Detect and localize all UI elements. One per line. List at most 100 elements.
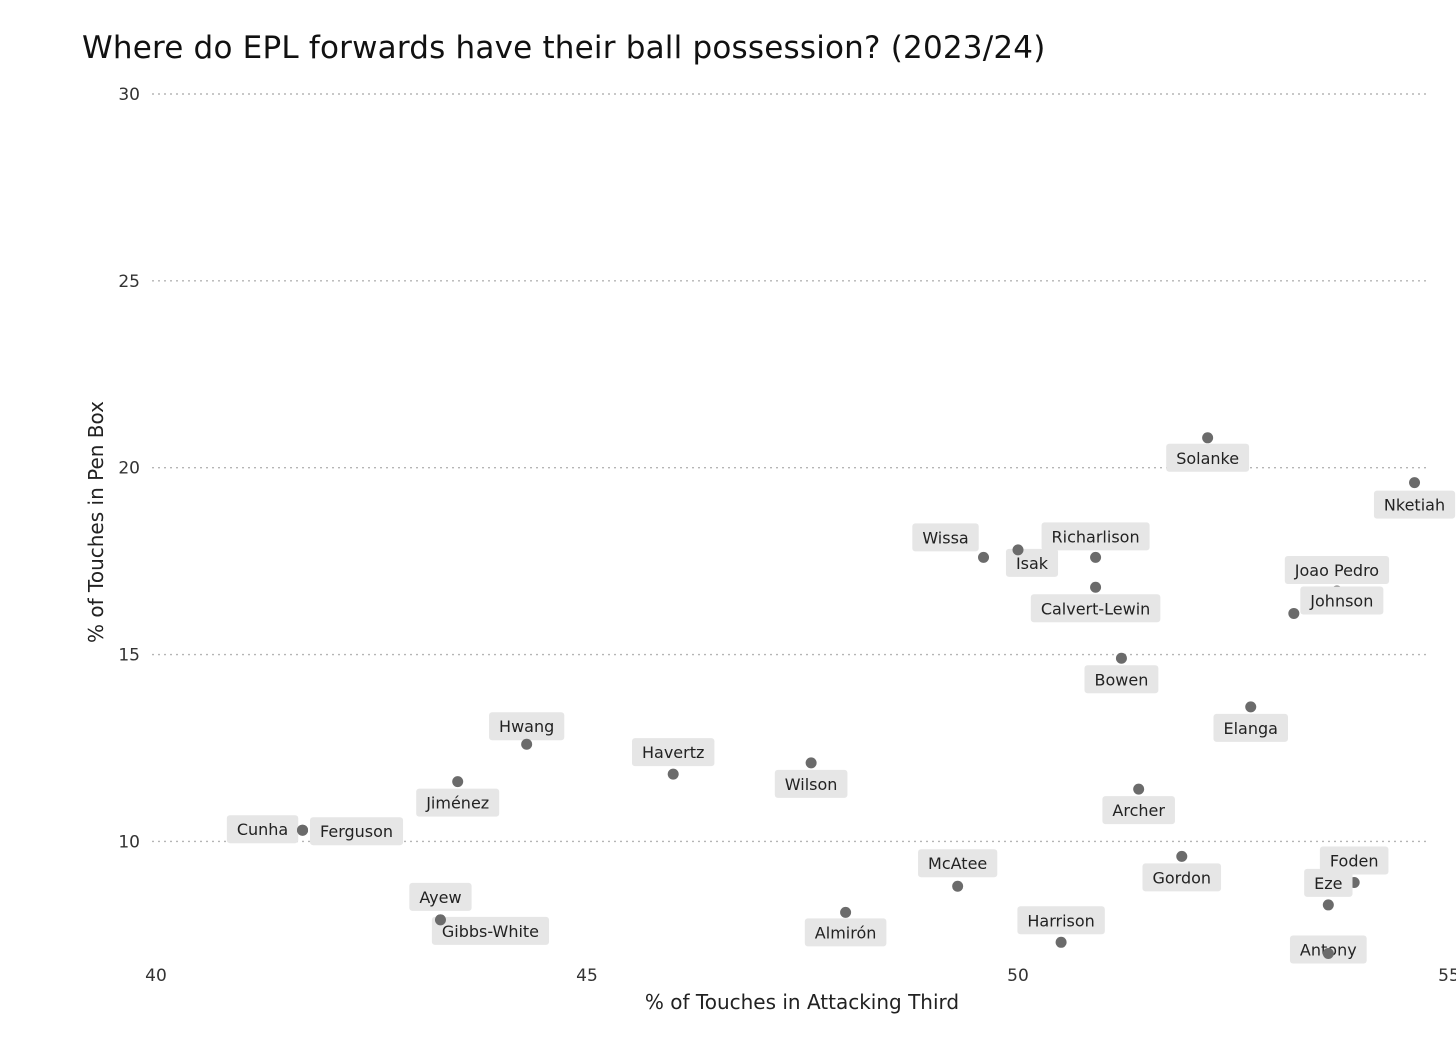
- y-tick-label: 15: [118, 646, 140, 666]
- point-label: Nketiah: [1384, 496, 1445, 515]
- point-label-bg: [1017, 906, 1105, 935]
- point-almiron: Almirón: [804, 906, 887, 947]
- point-label: Ayew: [419, 888, 461, 907]
- point-wilson: Wilson: [774, 757, 848, 798]
- point-marker: [1012, 544, 1024, 556]
- point-hwang: Hwang: [489, 712, 565, 750]
- point-marker: [1176, 850, 1188, 862]
- point-label-bg: [1005, 548, 1059, 577]
- point-label: Hwang: [499, 717, 554, 736]
- point-harrison: Harrison: [1017, 906, 1105, 948]
- point-marker: [452, 776, 464, 788]
- point-label: Eze: [1314, 874, 1342, 893]
- point-mcatee: McAtee: [918, 849, 998, 892]
- y-axis-ticks: 10 15 20 25 30: [118, 85, 140, 852]
- point-antony: Antony: [1289, 935, 1367, 964]
- chart-title: Where do EPL forwards have their ball po…: [82, 30, 1046, 66]
- point-label-bg: [1030, 594, 1161, 623]
- x-axis-label: % of Touches in Attacking Third: [645, 990, 959, 1014]
- point-label: Isak: [1016, 554, 1049, 573]
- point-label-bg: [489, 712, 565, 741]
- point-marker: [1245, 701, 1257, 713]
- point-marker: [1288, 607, 1300, 619]
- point-wissa: Wissa: [912, 523, 990, 563]
- point-label: Richarlison: [1052, 527, 1140, 546]
- point-johnson: Johnson: [1288, 586, 1384, 619]
- point-marker: [1090, 581, 1102, 593]
- point-marker: [1202, 432, 1214, 444]
- x-tick-label: 55: [1438, 966, 1456, 986]
- point-label: Gibbs-White: [442, 922, 539, 941]
- point-calvert-lewin: Calvert-Lewin: [1030, 581, 1161, 623]
- point-marker: [521, 738, 533, 750]
- point-bowen: Bowen: [1084, 652, 1159, 694]
- point-label-bg: [1084, 665, 1159, 694]
- point-label-bg: [431, 916, 550, 945]
- point-label-bg: [1319, 846, 1389, 875]
- point-label: Archer: [1112, 801, 1165, 820]
- point-gibbs-white: Gibbs-White: [431, 914, 550, 945]
- point-label: Elanga: [1224, 719, 1278, 738]
- y-tick-label: 30: [118, 85, 140, 105]
- y-tick-label: 20: [118, 459, 140, 479]
- point-isak: Isak: [1005, 544, 1059, 577]
- point-ferguson: Ferguson: [297, 817, 404, 846]
- x-tick-label: 40: [145, 966, 167, 986]
- point-label: Ferguson: [320, 822, 393, 841]
- point-label-bg: [774, 769, 848, 798]
- point-label-bg: [416, 788, 500, 817]
- x-tick-label: 45: [576, 966, 598, 986]
- point-archer: Archer: [1102, 783, 1175, 825]
- point-label-bg: [1373, 490, 1456, 519]
- point-label-bg: [1041, 522, 1150, 551]
- point-label-bg: [912, 523, 979, 552]
- point-marker: [1322, 948, 1334, 960]
- grid-layer: [152, 93, 1426, 843]
- point-label: McAtee: [928, 854, 987, 873]
- point-label: Foden: [1330, 852, 1379, 871]
- point-label-bg: [1284, 556, 1390, 585]
- point-marker: [1090, 551, 1102, 563]
- point-label: Wissa: [922, 528, 968, 547]
- point-label: Cunha: [237, 820, 288, 839]
- point-label: Calvert-Lewin: [1041, 599, 1151, 618]
- point-label-bg: [226, 815, 299, 844]
- point-label-bg: [1102, 796, 1175, 825]
- y-tick-label: 25: [118, 272, 140, 292]
- point-label-bg: [804, 918, 887, 947]
- point-label-bg: [310, 817, 404, 846]
- point-label-bg: [1213, 713, 1288, 742]
- point-label: Jiménez: [425, 794, 489, 813]
- point-havertz: Havertz: [631, 738, 715, 780]
- point-label-bg: [1300, 586, 1384, 615]
- point-marker: [805, 757, 817, 769]
- point-label: Havertz: [642, 743, 704, 762]
- point-elanga: Elanga: [1213, 701, 1288, 742]
- point-label: Joao Pedro: [1294, 561, 1379, 580]
- point-gordon: Gordon: [1142, 850, 1222, 892]
- point-marker: [1055, 936, 1067, 948]
- point-label-bg: [409, 882, 472, 911]
- point-solanke: Solanke: [1166, 432, 1250, 472]
- point-label-bg: [1142, 863, 1222, 892]
- x-axis-ticks: 404550556065: [145, 966, 1456, 986]
- point-marker: [1133, 783, 1145, 795]
- point-label-bg: [631, 738, 715, 767]
- point-nketiah: Nketiah: [1373, 477, 1456, 519]
- point-marker: [667, 768, 679, 780]
- x-tick-label: 50: [1007, 966, 1029, 986]
- point-label: Wilson: [785, 775, 838, 794]
- point-marker: [297, 824, 309, 836]
- point-label-bg: [1304, 868, 1353, 897]
- point-label: Solanke: [1176, 449, 1239, 468]
- point-label-bg: [1166, 443, 1250, 472]
- point-marker: [840, 906, 852, 918]
- point-label: Gordon: [1152, 868, 1211, 887]
- point-label: Harrison: [1027, 911, 1094, 930]
- point-label: Bowen: [1095, 670, 1149, 689]
- point-eze: Eze: [1304, 868, 1353, 911]
- point-label: Johnson: [1309, 591, 1373, 610]
- y-axis-label: % of Touches in Pen Box: [84, 401, 108, 643]
- point-cunha: Cunha: [226, 815, 309, 844]
- point-richarlison: Richarlison: [1041, 522, 1150, 563]
